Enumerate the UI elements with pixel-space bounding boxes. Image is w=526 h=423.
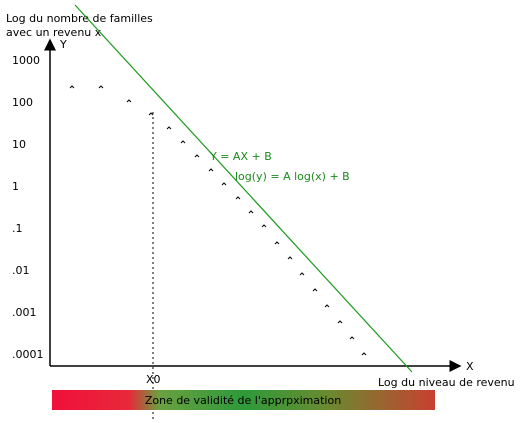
validity-band — [52, 390, 435, 410]
point — [166, 126, 172, 130]
point — [180, 140, 186, 144]
point — [274, 241, 280, 245]
x-axis-title: Log du niveau de revenu — [378, 376, 515, 389]
y-tick-label: .01 — [12, 264, 30, 277]
point — [349, 336, 355, 340]
y-tick-label: .001 — [12, 306, 37, 319]
y-tick-label: 1 — [12, 180, 19, 193]
y-tick-label: 10 — [12, 138, 26, 151]
y-tick-label: 1000 — [12, 54, 40, 67]
point — [126, 99, 132, 103]
point — [221, 182, 227, 186]
point — [324, 304, 330, 308]
point — [208, 168, 214, 172]
title-line: avec un revenu x — [6, 26, 102, 39]
equation: log(y) = A log(x) + B — [235, 170, 350, 183]
point — [148, 112, 154, 116]
point — [337, 320, 343, 324]
y-tick-label: .1 — [12, 222, 23, 235]
point — [261, 224, 267, 228]
point — [235, 196, 241, 200]
point — [194, 154, 200, 158]
title-line: Log du nombre de familles — [6, 12, 153, 25]
y-tick-label: .0001 — [12, 348, 44, 361]
y-ticks: 1000 100 10 1 .1 .01 .001 .0001 — [12, 54, 44, 361]
equation: Y = AX + B — [209, 150, 272, 163]
x-axis-label: X — [466, 360, 474, 373]
point — [69, 85, 75, 89]
point — [312, 288, 318, 292]
y-tick-label: 100 — [12, 96, 33, 109]
point — [98, 85, 104, 89]
point — [287, 256, 293, 260]
points — [69, 85, 367, 356]
point — [248, 210, 254, 214]
point — [299, 272, 305, 276]
band-label: Zone de validité de l'apprpximation — [145, 394, 341, 407]
point — [361, 352, 367, 356]
fit-line — [74, 4, 413, 373]
x0-label: X0 — [146, 373, 161, 386]
y-axis-label: Y — [59, 38, 67, 51]
